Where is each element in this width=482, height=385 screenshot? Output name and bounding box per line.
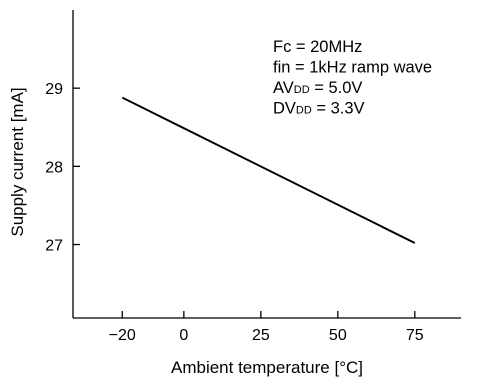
annotation-line: fin = 1kHz ramp wave <box>273 59 432 77</box>
annotation-line: Fc = 20MHz <box>273 38 362 56</box>
x-tick-label: 50 <box>329 327 347 344</box>
y-ticks: 27 28 29 <box>45 81 80 255</box>
y-axis-title: Supply current [mA] <box>8 87 27 236</box>
y-tick-label: 27 <box>45 238 63 255</box>
axes <box>72 10 461 319</box>
x-axis-title: Ambient temperature [°C] <box>171 358 363 377</box>
annotation-block: Fc = 20MHz fin = 1kHz ramp wave AVDD = 5.0… <box>273 38 432 118</box>
series <box>121 96 416 244</box>
x-tick-label: 75 <box>406 327 424 344</box>
x-tick-label: −20 <box>109 327 136 344</box>
annotation-line: DVDD = 3.3V <box>273 100 365 118</box>
y-tick-label: 28 <box>45 159 63 176</box>
x-tick-label: 0 <box>179 327 188 344</box>
y-tick-label: 29 <box>45 81 63 98</box>
x-tick-label: 25 <box>252 327 270 344</box>
series-line <box>121 96 416 244</box>
x-ticks: −20 0 25 50 75 <box>109 311 424 344</box>
annotation-line: AVDD = 5.0V <box>273 79 362 97</box>
